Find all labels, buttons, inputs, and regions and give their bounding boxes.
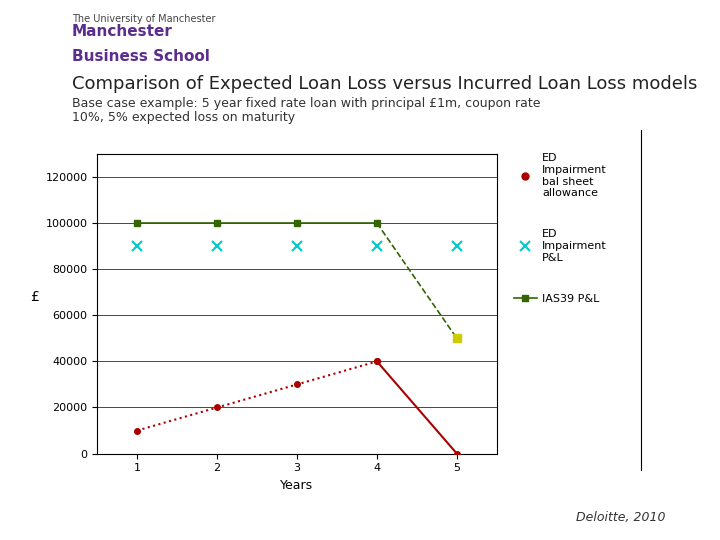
Text: Deloitte, 2010: Deloitte, 2010 — [576, 511, 665, 524]
Text: 10%, 5% expected loss on maturity: 10%, 5% expected loss on maturity — [72, 111, 295, 124]
Text: Manchester: Manchester — [72, 24, 173, 39]
Legend: ED
Impairment
bal sheet
allowance, ED
Impairment
P&L, IAS39 P&L: ED Impairment bal sheet allowance, ED Im… — [514, 153, 607, 303]
Text: 1824: 1824 — [19, 247, 28, 272]
Text: Business School: Business School — [72, 49, 210, 64]
Y-axis label: £: £ — [30, 290, 39, 303]
Text: Base case example: 5 year fixed rate loan with principal £1m, coupon rate: Base case example: 5 year fixed rate loa… — [72, 97, 541, 110]
Text: The University of Manchester: The University of Manchester — [72, 14, 215, 24]
X-axis label: Years: Years — [280, 479, 314, 492]
Text: Comparison of Expected Loan Loss versus Incurred Loan Loss models: Comparison of Expected Loan Loss versus … — [72, 75, 698, 92]
Text: MANCHESTER: MANCHESTER — [19, 143, 28, 213]
